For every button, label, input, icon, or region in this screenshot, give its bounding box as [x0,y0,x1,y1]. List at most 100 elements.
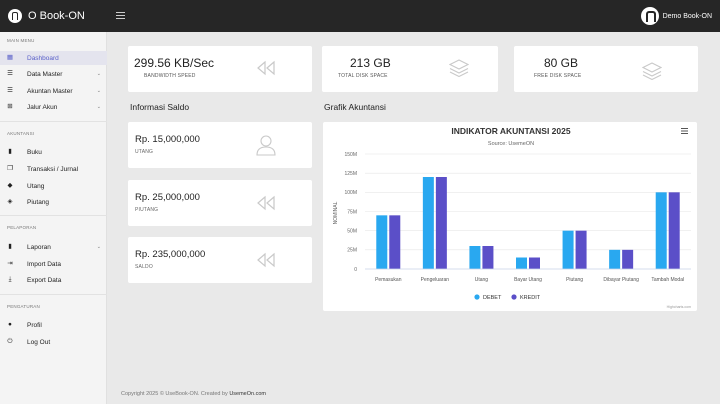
sidebar-item-utang[interactable]: ◆ Utang [0,179,107,193]
bar-debet-bayar-utang[interactable] [516,257,527,270]
x-tick-label: Bayar Utang [514,277,542,283]
copy-icon: ❐ [7,164,13,172]
power-icon: ⏻ [7,337,13,345]
chevron-down-icon: ⌄ [96,71,101,77]
bar-kredit-tambah-modal[interactable] [668,192,680,269]
bar-debet-tambah-modal[interactable] [655,192,667,269]
sidebar-item-log-out[interactable]: ⏻ Log Out [0,335,107,349]
stat-label: FREE DISK SPACE [534,73,582,79]
sidebar-item-label: Log Out [27,338,51,346]
stat-value: 299.56 KB/Sec [134,56,215,70]
legend-label[interactable]: DEBET [483,295,502,301]
footer: Copyright 2025 © UseBook-ON. Created by … [121,391,266,397]
stat-card-total-disk: 213 GB TOTAL DISK SPACE [322,46,498,92]
sidebar-item-label: Laporan [27,243,51,251]
brand[interactable]: O Book-ON [8,8,85,24]
bar-debet-pemasukan[interactable] [376,215,388,269]
sidebar-item-label: Profil [27,321,42,329]
saldo-card-piutang: Rp. 25,000,000 PIUTANG [128,180,312,226]
bar-kredit-bayar-utang[interactable] [529,257,540,270]
chart-credits[interactable]: Highcharts.com [667,305,691,309]
sidebar-item-label: Transaksi / Jurnal [27,165,79,173]
sidebar-item-label: Export Data [27,276,62,284]
rewind-icon [257,252,275,268]
download-icon: ⤓ [8,275,12,283]
y-tick-label: 150M [344,152,357,158]
saldo-heading: Informasi Saldo [130,102,190,112]
hamburger-icon[interactable] [681,128,688,134]
chevron-down-icon: ⌄ [96,88,101,94]
stat-value: 80 GB [544,56,579,70]
stat-label: BANDWIDTH SPEED [144,73,196,79]
grid-icon: ▦ [6,53,14,61]
sidebar-item-buku[interactable]: ▮ Buku [0,145,107,159]
saldo-value: Rp. 25,000,000 [135,192,200,203]
sidebar-item-dashboard[interactable]: ▦ Dashboard [0,51,107,65]
saldo-label: PIUTANG [135,207,159,213]
footer-text: Copyright 2025 © UseBook-ON. Created by [121,391,230,397]
section-title-pengaturan: PENGATURAN [7,304,40,309]
sidebar-item-piutang[interactable]: ◈ Piutang [0,195,107,209]
sidebar-item-transaksi[interactable]: ❐ Transaksi / Jurnal [0,162,107,176]
divider [0,121,107,122]
file-icon: ▮ [8,242,12,250]
list-icon: ☰ [7,69,13,77]
menu-toggle-icon[interactable] [116,12,125,21]
chart-title: INDIKATOR AKUNTANSI 2025 [451,126,570,136]
bar-debet-pengeluaran[interactable] [422,177,434,269]
legend-marker[interactable] [511,294,517,300]
sidebar-item-laporan[interactable]: ▮ Laporan ⌄ [0,240,107,254]
sidebar-item-export-data[interactable]: ⤓ Export Data [0,273,107,287]
sidebar-item-label: Akuntan Master [27,87,73,95]
accounting-chart: INDIKATOR AKUNTANSI 2025 Source: UsemeON… [333,126,691,309]
bar-kredit-dibayar-piutang[interactable] [622,249,634,269]
divider [0,215,107,216]
avatar [640,7,659,25]
y-tick-label: 100M [344,190,357,196]
chevron-down-icon: ⌄ [96,104,101,110]
sidebar-item-akuntan-master[interactable]: ☰ Akuntan Master ⌄ [0,84,107,98]
saldo-label: SALDO [135,264,153,270]
sidebar-item-profil[interactable]: ● Profil [0,318,107,332]
chevron-down-icon: ⌄ [96,244,101,250]
saldo-value: Rp. 15,000,000 [135,134,200,145]
bar-kredit-pengeluaran[interactable] [435,177,447,269]
layers-icon [449,59,469,77]
y-tick-label: 0 [354,267,357,273]
rewind-icon [257,195,275,211]
y-tick-label: 25M [347,248,357,254]
user-menu[interactable]: Demo Book-ON [640,6,712,26]
bar-kredit-pemasukan[interactable] [389,215,401,269]
sidebar-item-label: Dashboard [27,54,59,62]
tag-icon: ◆ [7,181,13,189]
stat-card-bandwidth: 299.56 KB/Sec BANDWIDTH SPEED [128,46,312,92]
rewind-icon [257,60,275,76]
section-title-akuntansi: AKUNTANSI [7,131,35,136]
bar-debet-piutang[interactable] [562,230,574,269]
sidebar-item-import-data[interactable]: ⇥ Import Data [0,257,107,271]
legend-label[interactable]: KREDIT [520,295,541,301]
bar-kredit-utang[interactable] [482,246,494,269]
layers-icon [642,62,662,80]
legend-marker[interactable] [474,294,480,300]
stat-value: 213 GB [350,56,391,70]
x-tick-label: Piutang [566,277,583,283]
section-title-main-menu: MAIN MENU [7,38,35,43]
x-tick-label: Tambah Modal [651,277,684,283]
sidebar-item-label: Jalur Akun [27,103,58,111]
sidebar-item-jalur-akun[interactable]: ⊞ Jalur Akun ⌄ [0,100,107,114]
saldo-value: Rp. 235,000,000 [135,249,206,260]
chart-card: INDIKATOR AKUNTANSI 2025 Source: UsemeON… [323,122,697,311]
x-tick-label: Dibayar Piutang [603,277,639,283]
top-bar: O Book-ON Demo Book-ON [0,0,720,32]
y-axis-label: NOMINAL [333,201,339,224]
x-tick-label: Utang [475,277,489,283]
saldo-label: UTANG [135,149,154,155]
app-title: O Book-ON [28,10,85,22]
saldo-card-saldo: Rp. 235,000,000 SALDO [128,237,312,283]
bar-kredit-piutang[interactable] [575,230,587,269]
sidebar-item-data-master[interactable]: ☰ Data Master ⌄ [0,67,107,81]
bar-debet-dibayar-piutang[interactable] [609,249,621,269]
bar-debet-utang[interactable] [469,246,481,269]
footer-link[interactable]: UsemeOn.com [229,391,266,397]
